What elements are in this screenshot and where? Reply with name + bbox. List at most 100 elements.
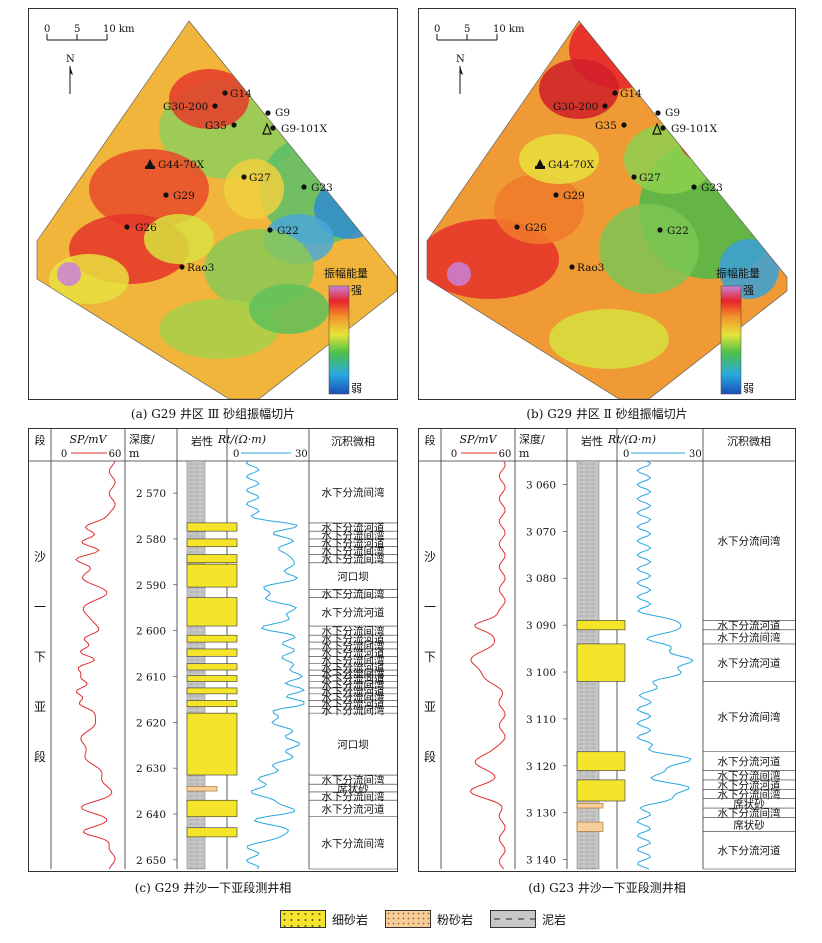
header-rt-min: 0 xyxy=(623,449,629,460)
legend-silt-label: 粉砂岩 xyxy=(437,912,474,927)
facies-column: 水下分流间湾水下分流河道水下分流间湾水下分流河道水下分流间湾水下分流河道水下分流… xyxy=(703,535,795,870)
log-panel-d: 段 SP/mV 0 60 深度/m 岩性 Rt/(Ω·m) 0 30 沉积微相沙一下亚段 3 060… xyxy=(418,428,796,872)
segment-char: 一 xyxy=(424,600,436,614)
well-label: G35 xyxy=(205,120,227,132)
amplitude-patch xyxy=(719,239,779,299)
amplitude-patch xyxy=(169,69,249,129)
siltstone-bed xyxy=(576,803,604,809)
header-sp: SP/mV xyxy=(69,433,107,446)
segment-char: 段 xyxy=(34,749,46,764)
facies-label: 水下分流河道 xyxy=(718,755,781,768)
well-label: G44-70X xyxy=(158,159,205,171)
facies-label: 水下分流间湾 xyxy=(718,788,781,801)
legend-strong-label: 强 xyxy=(351,284,362,297)
well-marker: Rao3 xyxy=(179,262,214,274)
header-rt-max: 30 xyxy=(689,449,702,460)
north-label: N xyxy=(456,54,465,65)
facies-label: 水下分流间湾 xyxy=(322,553,385,566)
segment-char: 一 xyxy=(34,600,46,614)
depth-tick-label: 2 580 xyxy=(136,534,166,546)
well-label: G27 xyxy=(639,172,661,184)
fine-sand-bed xyxy=(186,522,238,532)
north-label: N xyxy=(66,54,75,65)
header-sp-max: 60 xyxy=(499,449,512,460)
scale-bar: 0 5 10 km xyxy=(434,24,525,41)
facies-label: 水下分流间湾 xyxy=(718,631,781,644)
facies-label: 水下分流间湾 xyxy=(322,640,385,653)
depth-tick-label: 2 640 xyxy=(136,809,166,821)
fine-sand-bed xyxy=(186,827,238,838)
segment-char: 沙 xyxy=(424,550,436,564)
well-label: G23 xyxy=(701,182,723,194)
fine-sand-bed xyxy=(186,712,238,776)
legend-weak-label: 弱 xyxy=(351,382,362,395)
legend-title: 振幅能量 xyxy=(716,266,760,280)
well-marker: G9 xyxy=(655,107,680,119)
scale-bar: 0 5 10 km xyxy=(44,24,135,41)
header-segment: 段 xyxy=(35,433,46,447)
depth-tick-label: 3 140 xyxy=(526,855,556,867)
facies-label: 水下分流间湾 xyxy=(322,774,385,787)
legend-fine-sand: 细砂岩 xyxy=(280,910,368,928)
facies-label: 水下分流河道 xyxy=(322,673,385,686)
amplitude-patch xyxy=(144,214,214,264)
segment-char: 沙 xyxy=(34,550,46,564)
facies-label: 水下分流河道 xyxy=(322,537,385,550)
facies-label: 水下分流河道 xyxy=(718,619,781,632)
fine-sand-bed xyxy=(186,634,238,643)
legend-fine-sand-label: 细砂岩 xyxy=(332,912,369,927)
header-depth: 深度/ xyxy=(129,432,155,446)
facies-label: 水下分流间湾 xyxy=(718,535,781,548)
segment-char: 亚 xyxy=(34,700,46,714)
color-ramp xyxy=(720,285,742,395)
lithology-column xyxy=(186,460,238,870)
well-marker: G35 xyxy=(205,120,237,132)
depth-tick-label: 2 590 xyxy=(136,580,166,592)
facies-label: 水下分流间湾 xyxy=(322,679,385,692)
facies-label: 水下分流河道 xyxy=(322,633,385,646)
facies-label: 水下分流间湾 xyxy=(322,625,385,638)
north-arrow-icon: N xyxy=(456,54,465,94)
scale-label-0: 0 xyxy=(44,24,50,35)
drill-rig-icon xyxy=(146,159,154,167)
header-segment: 段 xyxy=(425,433,436,447)
amplitude-patch xyxy=(599,204,699,294)
sp-curve xyxy=(469,460,506,870)
amplitude-patch xyxy=(519,134,599,184)
well-label: G44-70X xyxy=(548,159,595,171)
map-panel-b: 0 5 10 km N G14 G30-200 G9 G35 G9-101X G44-70X G27… xyxy=(418,8,796,400)
depth-tick-label: 3 100 xyxy=(526,667,556,679)
well-marker: G26 xyxy=(514,222,547,234)
segment-char: 亚 xyxy=(424,700,436,714)
fine-sand-bed xyxy=(186,648,238,657)
facies-label: 水下分流间湾 xyxy=(322,691,385,704)
amplitude-patch xyxy=(57,262,81,286)
well-label: G14 xyxy=(230,88,252,100)
well-label: G23 xyxy=(311,182,333,194)
facies-label: 席状砂 xyxy=(733,797,765,810)
well-marker: G14 xyxy=(222,88,252,100)
mud-swatch xyxy=(490,910,536,928)
well-label: G9-101X xyxy=(281,123,328,135)
fine-sand-bed xyxy=(186,699,238,708)
well-label: G29 xyxy=(173,190,195,202)
log-panel-c: 段 SP/mV 0 60 深度/m 岩性 Rt/(Ω·m) 0 30 沉积微相沙一下亚段 2 570… xyxy=(28,428,398,872)
depth-tick-label: 3 120 xyxy=(526,761,556,773)
facies-label: 水下分流间湾 xyxy=(322,704,385,717)
well-marker: G29 xyxy=(163,190,195,202)
header-facies: 沉积微相 xyxy=(331,434,375,448)
well-label: G27 xyxy=(249,172,271,184)
log-caption-d: (d) G23 井沙一下亚段测井相 xyxy=(528,881,686,895)
well-label: G22 xyxy=(667,225,689,237)
fine-sand-bed xyxy=(576,620,626,631)
well-marker: G26 xyxy=(124,222,157,234)
segment-char: 下 xyxy=(424,650,436,664)
fine-sand-bed xyxy=(186,799,238,818)
map-panel-a: 0 5 10 km N G14 G30-200 G9 G35 G9-101X G44-70X G27… xyxy=(28,8,398,400)
depth-tick-label: 3 070 xyxy=(526,526,556,538)
well-marker: G23 xyxy=(301,182,333,194)
facies-label: 席状砂 xyxy=(733,818,765,831)
legend-mud-label: 泥岩 xyxy=(542,912,567,927)
